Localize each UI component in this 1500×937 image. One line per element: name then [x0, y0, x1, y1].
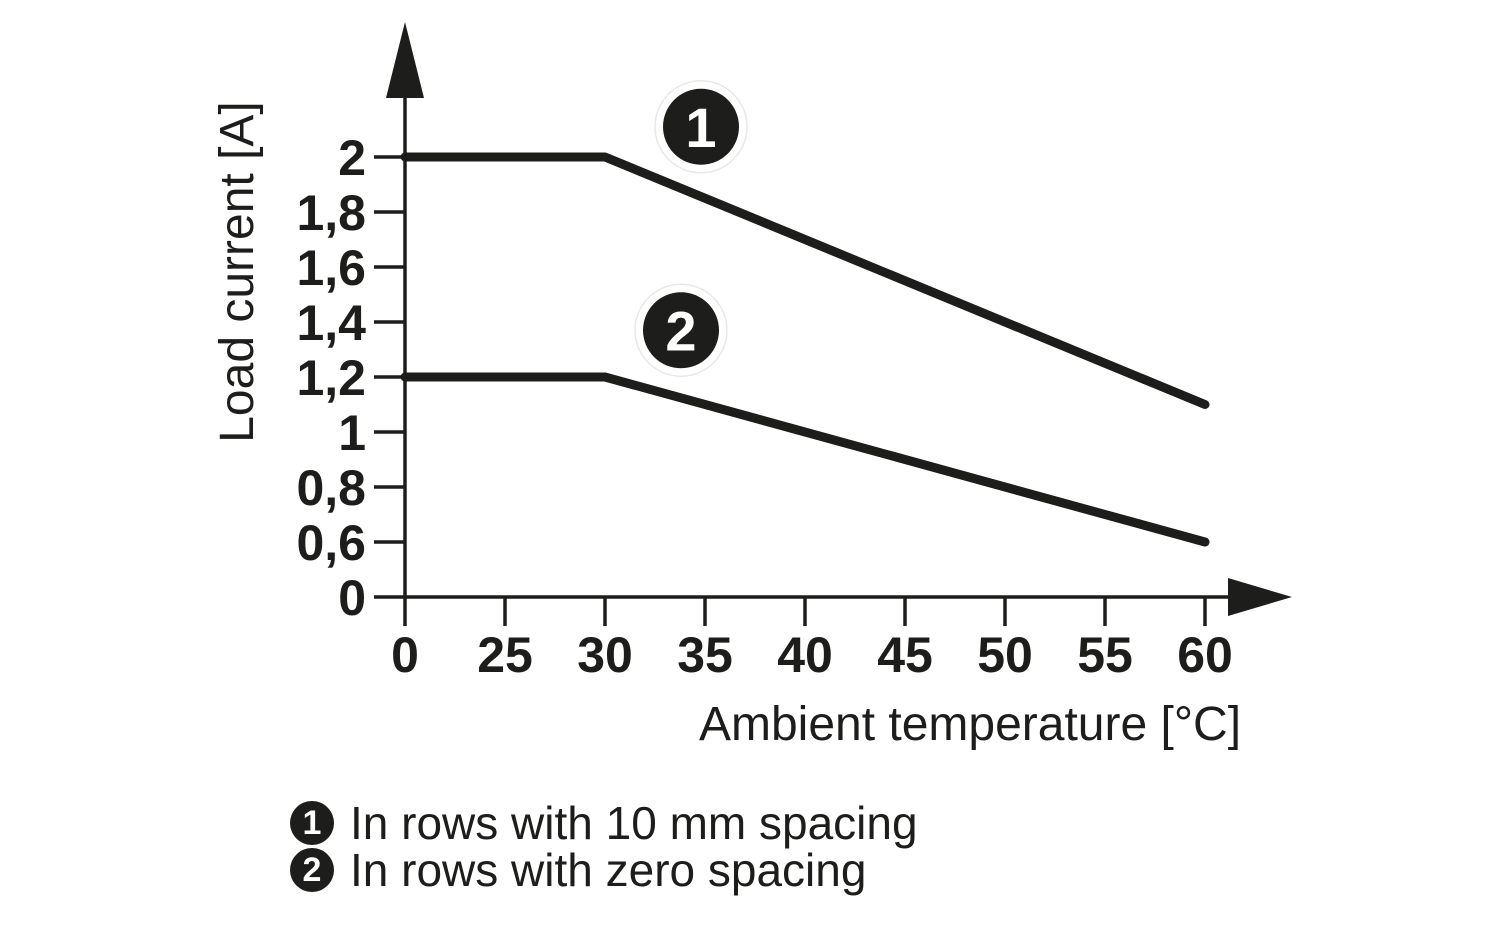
x-tick-label: 45 [877, 627, 933, 683]
series-marker-2-icon [643, 292, 719, 369]
x-tick-label: 55 [1077, 627, 1133, 683]
y-tick-label: 1,4 [296, 295, 366, 351]
x-axis-arrow-icon [1228, 578, 1292, 616]
y-tick-label: 0,6 [296, 515, 366, 571]
y-tick-label: 2 [338, 130, 366, 186]
x-tick-label: 25 [477, 627, 533, 683]
series-marker-1-label: 1 [685, 96, 716, 159]
legend-label-2: In rows with zero spacing [350, 844, 867, 896]
series-1-line [400, 152, 1210, 409]
x-axis-title: Ambient temperature [°C] [698, 698, 1242, 751]
legend-item: 2 In rows with zero spacing [290, 844, 918, 896]
x-tick-label: 30 [577, 627, 633, 683]
y-axis-arrow-icon [386, 22, 424, 98]
chart-legend: 1 In rows with 10 mm spacing 2 In rows w… [290, 797, 918, 896]
y-tick-label: 1,8 [296, 185, 366, 241]
series-marker-2-label: 2 [665, 299, 696, 362]
legend-marker-2-icon: 2 [290, 848, 334, 892]
y-tick-label: 1 [338, 405, 366, 461]
x-tick-label: 0 [391, 627, 419, 683]
x-tick-label: 50 [977, 627, 1033, 683]
legend-marker-1-icon: 1 [290, 801, 334, 845]
x-tick-label: 60 [1177, 627, 1233, 683]
series-marker-1-icon [663, 88, 739, 165]
y-axis-title: Load current [A] [211, 101, 264, 443]
series-2-line [400, 372, 1210, 547]
x-tick-label: 35 [677, 627, 733, 683]
x-tick-label: 40 [777, 627, 833, 683]
legend-item: 1 In rows with 10 mm spacing [290, 797, 918, 849]
y-tick-label: 1,2 [296, 350, 366, 406]
legend-label-1: In rows with 10 mm spacing [350, 797, 918, 849]
y-tick-label: 0,8 [296, 460, 366, 516]
y-tick-label: 0 [338, 570, 366, 626]
y-tick-label: 1,6 [296, 240, 366, 296]
